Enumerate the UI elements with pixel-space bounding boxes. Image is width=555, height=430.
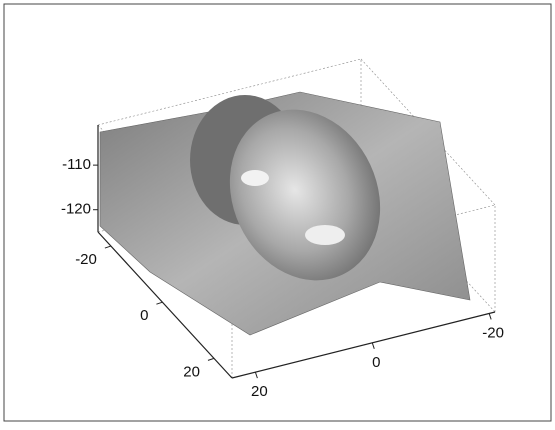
x-tick (156, 302, 162, 304)
x-tick-label: 0 (140, 307, 148, 324)
page: {"chart_data": {"type": "surface3d", "xt… (0, 0, 555, 425)
y-tick (255, 372, 257, 378)
y-tick-label: -20 (482, 324, 504, 341)
surface-highlight (305, 225, 345, 245)
y-tick (489, 313, 491, 319)
z-tick-label: -110 (62, 156, 91, 173)
x-tick-label: 20 (183, 363, 200, 380)
y-tick-label: 20 (251, 383, 268, 400)
x-tick (208, 358, 214, 360)
x-tick (105, 246, 111, 248)
y-tick-label: 0 (372, 354, 380, 371)
z-tick-label: -120 (61, 201, 91, 218)
surface-highlight (241, 170, 269, 186)
surface (100, 85, 470, 335)
x-tick-label: -20 (75, 251, 97, 268)
chart: -20 0 20 20 0 -20 -110 -120 (0, 0, 555, 425)
y-tick (372, 343, 374, 349)
